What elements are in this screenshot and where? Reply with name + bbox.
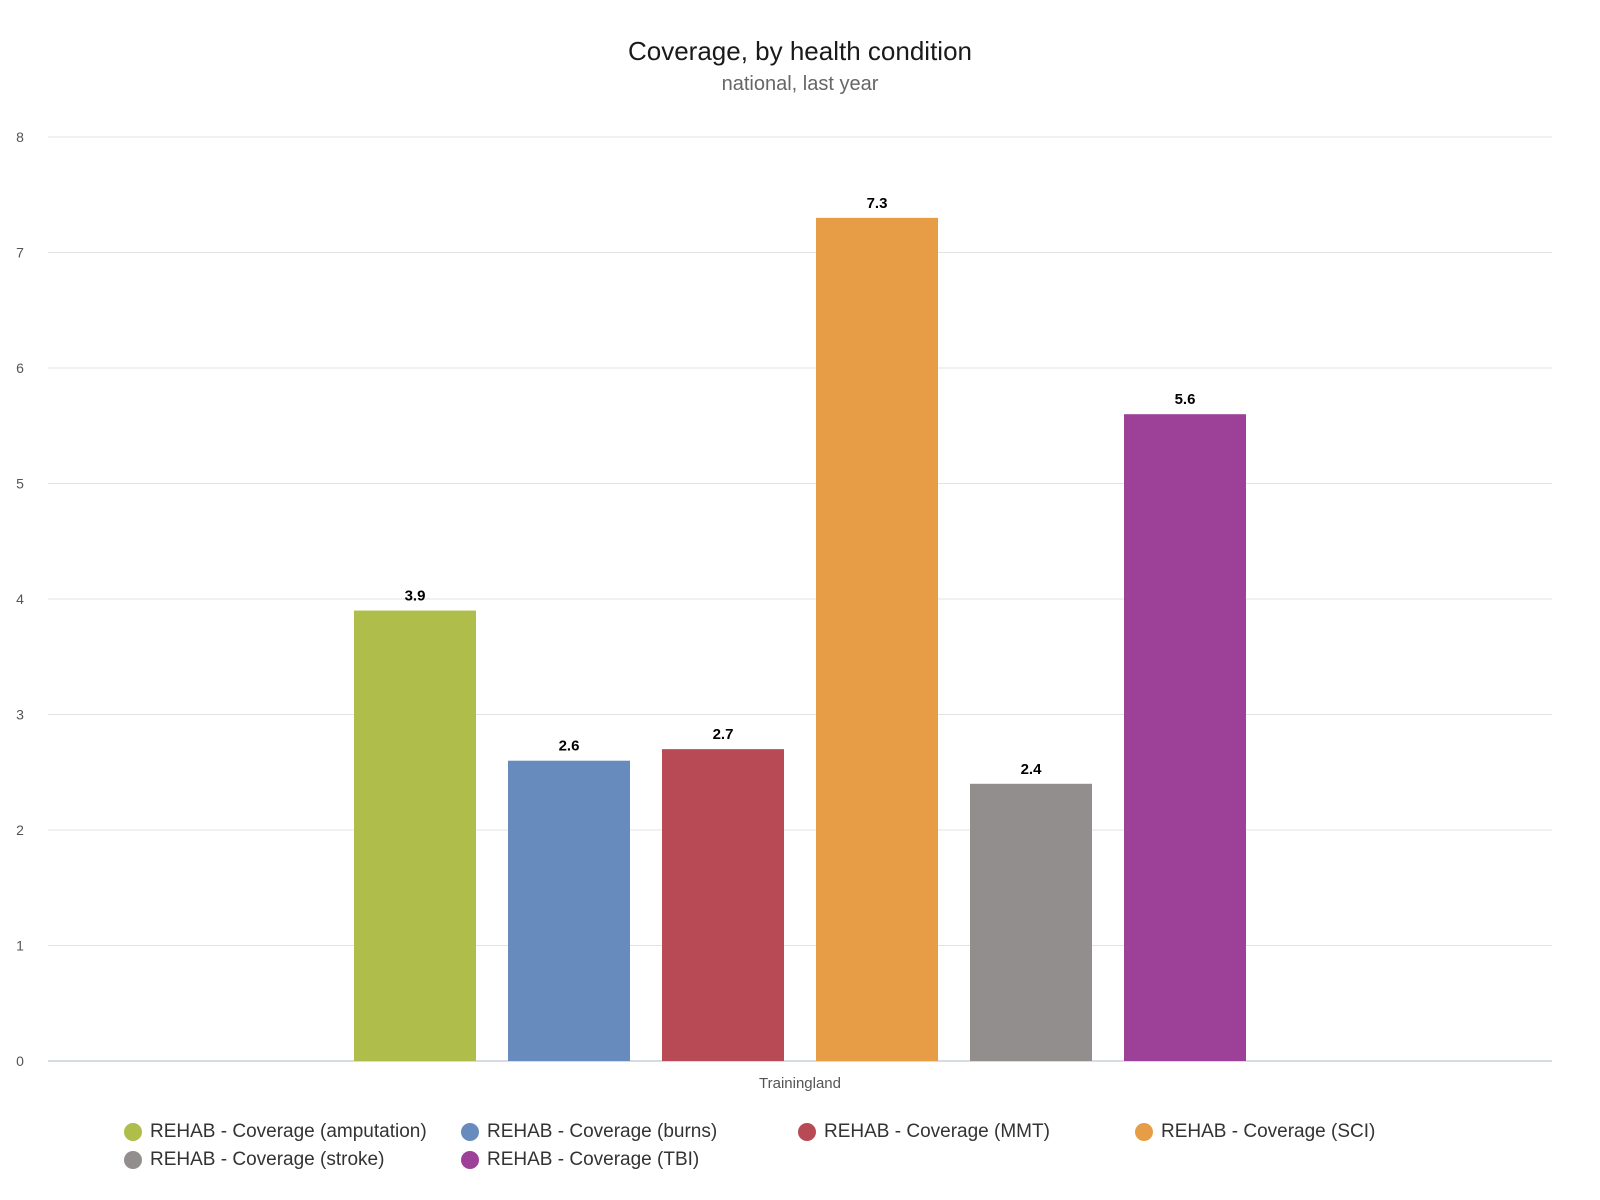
legend-marker — [124, 1123, 142, 1141]
legend-marker — [461, 1151, 479, 1169]
y-tick-label: 8 — [16, 129, 24, 145]
bar[interactable] — [1124, 414, 1246, 1061]
legend-item[interactable]: REHAB - Coverage (stroke) — [124, 1149, 461, 1170]
data-label: 2.6 — [559, 738, 580, 755]
data-label: 7.3 — [867, 195, 888, 212]
legend-marker — [461, 1123, 479, 1141]
legend-item[interactable]: REHAB - Coverage (amputation) — [124, 1121, 461, 1142]
legend-label: REHAB - Coverage (TBI) — [487, 1149, 700, 1170]
y-tick-label: 0 — [16, 1053, 24, 1069]
legend-item[interactable]: REHAB - Coverage (burns) — [461, 1121, 798, 1142]
y-tick-label: 7 — [16, 245, 24, 261]
legend-marker — [1135, 1123, 1153, 1141]
chart-title: Coverage, by health condition — [628, 36, 972, 66]
y-tick-label: 6 — [16, 360, 24, 376]
bar[interactable] — [662, 749, 784, 1061]
bar[interactable] — [508, 760, 630, 1061]
bars — [354, 217, 1246, 1062]
legend-label: REHAB - Coverage (MMT) — [824, 1121, 1050, 1142]
legend-marker — [124, 1151, 142, 1169]
y-tick-label: 3 — [16, 707, 24, 723]
legend-label: REHAB - Coverage (SCI) — [1161, 1121, 1376, 1142]
bar[interactable] — [970, 783, 1092, 1061]
legend-item[interactable]: REHAB - Coverage (MMT) — [798, 1121, 1135, 1142]
data-label: 2.4 — [1021, 761, 1043, 778]
chart-subtitle: national, last year — [722, 73, 879, 95]
legend-label: REHAB - Coverage (stroke) — [150, 1149, 385, 1170]
legend-label: REHAB - Coverage (amputation) — [150, 1121, 427, 1142]
legend-label: REHAB - Coverage (burns) — [487, 1121, 718, 1142]
legend: REHAB - Coverage (amputation) REHAB - Cov… — [124, 1121, 1524, 1170]
data-label: 3.9 — [405, 588, 426, 605]
legend-marker — [798, 1123, 816, 1141]
y-tick-label: 5 — [16, 476, 24, 492]
legend-item[interactable]: REHAB - Coverage (SCI) — [1135, 1121, 1472, 1142]
data-labels: 3.9 2.6 2.7 7.3 2.4 5.6 — [405, 195, 1196, 778]
legend-item[interactable]: REHAB - Coverage (TBI) — [461, 1149, 798, 1170]
y-tick-label: 2 — [16, 822, 24, 838]
bar[interactable] — [816, 217, 938, 1062]
y-tick-label: 4 — [16, 591, 24, 607]
data-label: 2.7 — [713, 726, 734, 743]
data-label: 5.6 — [1175, 391, 1196, 408]
bar[interactable] — [354, 610, 476, 1061]
y-tick-label: 1 — [16, 938, 24, 954]
x-tick-label: Trainingland — [759, 1075, 841, 1092]
grid: 0 1 2 3 4 5 6 7 8 — [16, 129, 1552, 1069]
